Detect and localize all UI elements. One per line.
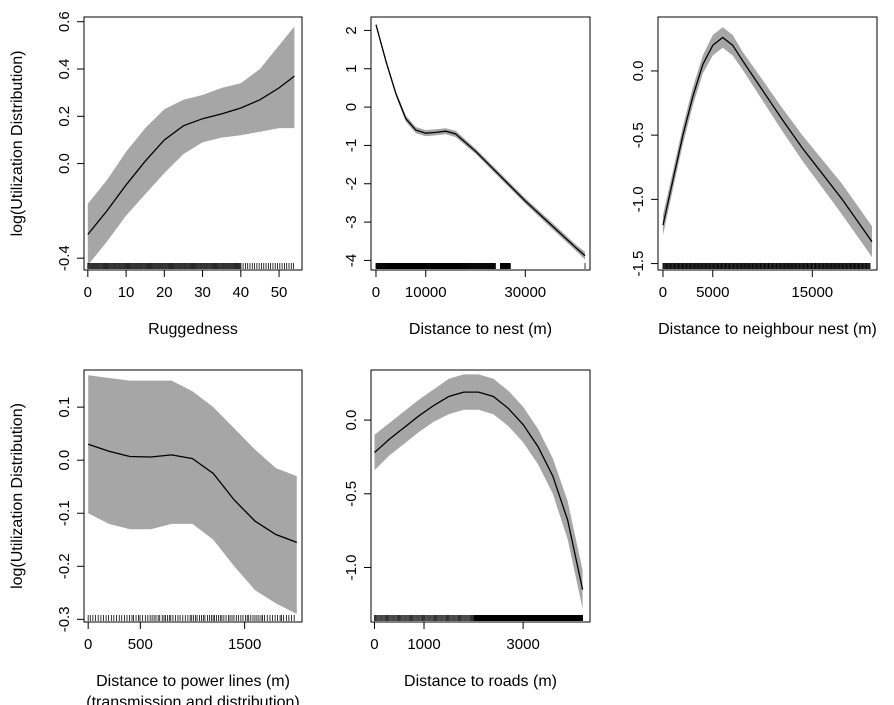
chart-panel-3: 0 5000 15000 -1.5 -1.0 -0.5 0.0 Distance to nei… — [630, 16, 878, 338]
chart-panel-5: 0 1000 3000 -1.0 -0.5 0.0 Distance to roads (m… — [343, 369, 591, 690]
x-axis-label: Distance to neighbour nest (m) — [658, 321, 877, 338]
x-tick-label: 40 — [232, 284, 249, 301]
y-tick-label: -1 — [343, 139, 360, 152]
chart-panel-4: 0 500 1500 -0.3 -0.2 -0.1 0.0 0.1 Distance to po… — [9, 369, 303, 705]
rug-marks — [375, 263, 586, 269]
x-axis-label: Distance to power lines (m) — [96, 673, 290, 690]
x-tick-label: 10000 — [405, 284, 447, 301]
rug-marks — [87, 615, 295, 621]
y-tick-label: 0.1 — [56, 397, 73, 418]
x-axis-label: Distance to roads (m) — [404, 673, 557, 690]
x-tick-label: 30 — [194, 284, 211, 301]
y-tick-label: 0 — [343, 103, 360, 111]
x-axis-label: Ruggedness — [148, 321, 238, 338]
y-tick-label: 0.6 — [56, 11, 73, 32]
y-tick-label: 0.0 — [343, 410, 360, 431]
rug-marks — [87, 263, 294, 269]
x-tick-label: 30000 — [504, 284, 546, 301]
plot-frame — [370, 16, 591, 271]
y-tick-label: -1.0 — [343, 555, 360, 581]
x-tick-label: 10 — [118, 284, 135, 301]
y-tick-label: -3 — [343, 215, 360, 228]
y-axis-label: log(Utilization Distribution) — [9, 51, 26, 237]
x-tick-label: 3000 — [506, 636, 539, 653]
chart-panel-1: 0 10 20 30 40 50 -0.4 0.0 0.2 0.4 0.6 Ruggedness log… — [9, 11, 303, 338]
y-tick-label: -1.0 — [630, 186, 647, 212]
x-axis-label: Distance to nest (m) — [409, 321, 552, 338]
y-tick-label: -2 — [343, 177, 360, 190]
y-axis-label: log(Utilization Distribution) — [9, 403, 26, 589]
confidence-band — [374, 374, 583, 609]
y-tick-label: -0.3 — [56, 606, 73, 632]
fitted-line — [662, 36, 873, 243]
x-tick-label: 15000 — [791, 284, 833, 301]
y-tick-label: 0.0 — [56, 450, 73, 471]
y-tick-label: 0.2 — [56, 106, 73, 127]
confidence-band — [376, 22, 585, 260]
x-tick-label: 1500 — [228, 636, 261, 653]
plot-frame — [83, 369, 303, 623]
confidence-band — [663, 27, 872, 258]
y-tick-label: -0.1 — [56, 500, 73, 526]
plot-frame — [657, 16, 878, 271]
x-tick-label: 0 — [84, 636, 92, 653]
x-tick-label: 5000 — [696, 284, 729, 301]
confidence-band — [87, 26, 295, 266]
x-tick-label: 0 — [372, 284, 380, 301]
confidence-band — [88, 375, 297, 614]
fitted-line — [87, 75, 295, 235]
x-tick-label: 0 — [84, 284, 92, 301]
y-tick-label: -0.2 — [56, 553, 73, 579]
y-tick-label: 1 — [343, 65, 360, 73]
y-tick-label: -0.4 — [56, 245, 73, 271]
fitted-line — [87, 443, 298, 544]
y-tick-label: 2 — [343, 26, 360, 34]
x-tick-label: 500 — [128, 636, 153, 653]
y-tick-label: 0.4 — [56, 59, 73, 80]
y-tick-label: -4 — [343, 254, 360, 267]
y-tick-label: 0.0 — [56, 153, 73, 174]
y-tick-label: -0.5 — [343, 481, 360, 507]
x-tick-label: 50 — [271, 284, 288, 301]
y-tick-label: 0.0 — [630, 61, 647, 82]
rug-marks — [374, 615, 583, 621]
plot-frame — [83, 16, 303, 271]
y-tick-label: -0.5 — [630, 122, 647, 148]
y-tick-label: -1.5 — [630, 251, 647, 277]
chart-panel-2: 0 10000 30000 -4 -3 -2 -1 0 1 2 Distance to nest (… — [343, 16, 591, 338]
x-tick-label: 0 — [659, 284, 667, 301]
x-tick-label: 20 — [156, 284, 173, 301]
x-axis-label-line2: (transmission and distribution) — [86, 694, 299, 705]
x-tick-label: 1000 — [407, 636, 440, 653]
x-tick-label: 0 — [370, 636, 378, 653]
fitted-line — [375, 24, 586, 257]
fitted-line — [374, 391, 584, 590]
plot-frame — [370, 369, 591, 623]
rug-marks — [662, 263, 871, 269]
